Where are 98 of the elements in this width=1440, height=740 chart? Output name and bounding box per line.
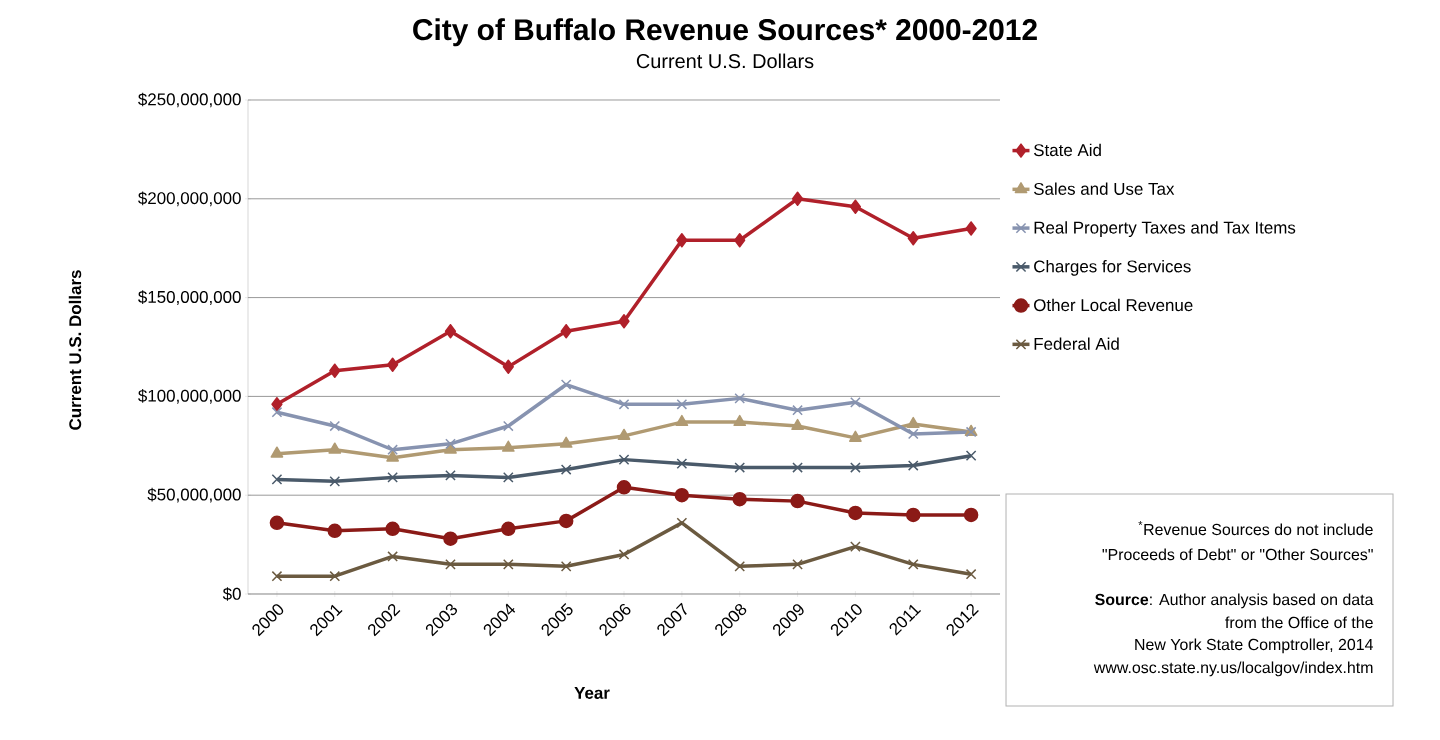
y-tick-label: $200,000,000 [138, 191, 241, 207]
y-tick-label: $50,000,000 [147, 487, 241, 503]
x-axis-title: Year [574, 687, 610, 699]
point [850, 541, 861, 552]
point [502, 420, 514, 432]
point [734, 462, 746, 473]
point [850, 462, 861, 473]
point [444, 442, 457, 454]
point [329, 476, 341, 487]
point [271, 406, 283, 418]
legend-label: Sales and Use Tax [1034, 182, 1175, 195]
point [387, 357, 399, 373]
y-tick-label: $150,000,000 [138, 290, 241, 305]
point [617, 428, 631, 440]
text: "Proceeds of Debt" or "Other Sources" [1102, 548, 1373, 561]
y-tick-label: $100,000,000 [138, 389, 241, 404]
point [560, 560, 572, 572]
point [618, 398, 630, 410]
point [443, 531, 458, 546]
point [733, 414, 747, 427]
point [616, 480, 632, 495]
point [734, 560, 746, 572]
point [732, 491, 747, 507]
point [676, 517, 688, 529]
point [791, 418, 804, 431]
text: www.osc.state.ny.us/localgov/index.htm [1093, 661, 1373, 677]
chart-subtitle: Current U.S. Dollars [636, 53, 814, 69]
point [269, 515, 285, 531]
point [327, 523, 343, 539]
point [270, 446, 284, 458]
point [445, 559, 456, 570]
point [502, 559, 514, 570]
y-tick-label: $250,000,000 [138, 92, 241, 108]
point [386, 450, 400, 462]
point [790, 493, 805, 509]
y-tick-label: $0 [222, 587, 241, 601]
legend-label: State Aid [1034, 143, 1101, 157]
point [792, 404, 803, 416]
point [329, 420, 341, 432]
point [676, 398, 688, 410]
legend-label: Charges for Services [1034, 259, 1191, 276]
point [387, 444, 398, 456]
point [271, 474, 283, 485]
point [387, 472, 398, 483]
point [965, 568, 977, 580]
point [560, 323, 572, 339]
point [792, 462, 803, 473]
point [271, 570, 283, 582]
point [849, 199, 862, 214]
legend-label: Real Property Taxes and Tax Items [1034, 221, 1296, 237]
point [387, 551, 398, 562]
point [385, 521, 400, 537]
point [560, 379, 572, 390]
point [791, 191, 804, 207]
point [618, 314, 630, 329]
point [559, 436, 573, 448]
point [618, 549, 630, 560]
point [907, 460, 919, 471]
point [329, 363, 341, 378]
legend-label: Federal Aid [1034, 337, 1119, 350]
point [734, 393, 746, 404]
text: Source: Author analysis based on data [1095, 593, 1374, 609]
point [675, 414, 689, 427]
point [676, 458, 688, 469]
point [907, 559, 919, 570]
point [501, 521, 516, 537]
point [501, 440, 515, 452]
point [849, 430, 862, 442]
point [618, 454, 630, 465]
point [329, 570, 341, 582]
legend-label: Other Local Revenue [1034, 298, 1193, 312]
text: from the Office of the [1225, 616, 1373, 629]
point [848, 505, 863, 521]
point [906, 507, 921, 523]
point [792, 559, 803, 570]
y-axis-title: Current U.S. Dollars [68, 270, 82, 430]
point [560, 464, 572, 475]
point [445, 470, 456, 481]
point [906, 416, 920, 429]
point [271, 397, 283, 412]
point [963, 507, 979, 523]
point [965, 450, 977, 462]
point [502, 472, 514, 483]
point [907, 231, 919, 246]
point [907, 428, 919, 440]
text: $^{*}$Revenue Sources do not include [1138, 521, 1373, 536]
point [676, 233, 688, 248]
point [850, 396, 861, 408]
point [445, 438, 456, 450]
point [674, 487, 690, 503]
chart-title: City of Buffalo Revenue Sources* 2000-2012 [413, 18, 1037, 47]
point [444, 323, 457, 339]
point [502, 359, 514, 374]
text: New York State Comptroller, 2014 [1135, 638, 1373, 654]
point [328, 442, 342, 454]
point [734, 233, 746, 248]
point [965, 221, 977, 236]
point [558, 513, 574, 529]
